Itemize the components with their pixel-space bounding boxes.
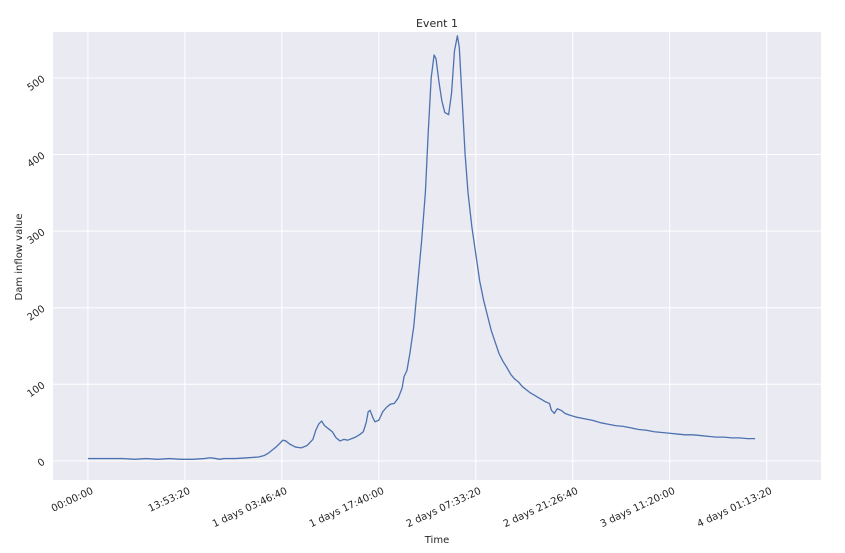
x-tick-label: 3 days 11:20:00 xyxy=(599,486,677,530)
series-line xyxy=(87,35,756,460)
x-tick-label: 2 days 07:33:20 xyxy=(405,486,483,530)
x-tick-label: 1 days 03:46:40 xyxy=(211,486,289,530)
y-tick-label: 100 xyxy=(25,380,47,400)
x-tick-label: 1 days 17:40:00 xyxy=(308,486,386,530)
x-tick-label: 13:53:20 xyxy=(147,486,192,515)
grid xyxy=(53,32,821,480)
x-tick-label: 2 days 21:26:40 xyxy=(502,486,580,530)
y-tick-label: 0 xyxy=(36,457,48,470)
y-tick-label: 500 xyxy=(25,74,47,94)
y-tick-label: 300 xyxy=(25,227,47,247)
x-axis-title: Time xyxy=(424,535,449,546)
y-tick-label: 200 xyxy=(25,304,47,324)
plot-area xyxy=(53,32,821,480)
x-tick-label: 00:00:00 xyxy=(50,486,95,515)
x-tick-label: 4 days 01:13:20 xyxy=(696,486,774,530)
y-axis-ticks: 0 100 200 300 400 500 xyxy=(25,74,47,470)
y-axis-title: Dam inflow value xyxy=(14,214,25,301)
y-tick-label: 400 xyxy=(25,150,47,170)
x-axis-ticks: 00:00:00 13:53:20 1 days 03:46:40 1 days 17… xyxy=(50,486,774,530)
chart-title: Event 1 xyxy=(416,17,458,30)
